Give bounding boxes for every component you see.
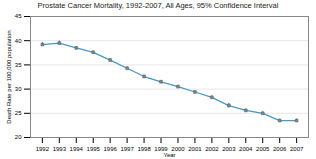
svg-text:Year: Year xyxy=(163,152,175,158)
svg-text:2000: 2000 xyxy=(171,145,185,152)
svg-text:1993: 1993 xyxy=(53,146,67,152)
svg-text:30: 30 xyxy=(15,86,22,92)
svg-text:25: 25 xyxy=(15,110,22,116)
svg-text:45: 45 xyxy=(15,13,22,19)
svg-text:1995: 1995 xyxy=(87,146,101,152)
svg-text:Death Rate per 100,000 populat: Death Rate per 100,000 population xyxy=(6,30,12,123)
html-text:Prostate Cancer Mortality, 199: Prostate Cancer Mortality, 1992-2007, Al… xyxy=(37,1,279,10)
svg-text:2005: 2005 xyxy=(256,146,270,152)
svg-text:1992: 1992 xyxy=(36,146,50,152)
svg-text:40: 40 xyxy=(15,38,22,44)
svg-text:1999: 1999 xyxy=(154,145,168,152)
svg-text:1998: 1998 xyxy=(137,146,151,152)
svg-text:1997: 1997 xyxy=(120,146,134,152)
svg-text:2007: 2007 xyxy=(290,146,304,152)
svg-text:2003: 2003 xyxy=(222,146,236,152)
svg-text:2004: 2004 xyxy=(239,146,253,152)
svg-text:20: 20 xyxy=(15,134,22,140)
svg-text:1994: 1994 xyxy=(70,146,84,152)
svg-text:1996: 1996 xyxy=(103,146,117,152)
svg-text:2002: 2002 xyxy=(205,146,219,152)
svg-text:35: 35 xyxy=(15,62,22,68)
svg-text:2001: 2001 xyxy=(188,146,202,152)
svg-text:2006: 2006 xyxy=(273,146,287,152)
